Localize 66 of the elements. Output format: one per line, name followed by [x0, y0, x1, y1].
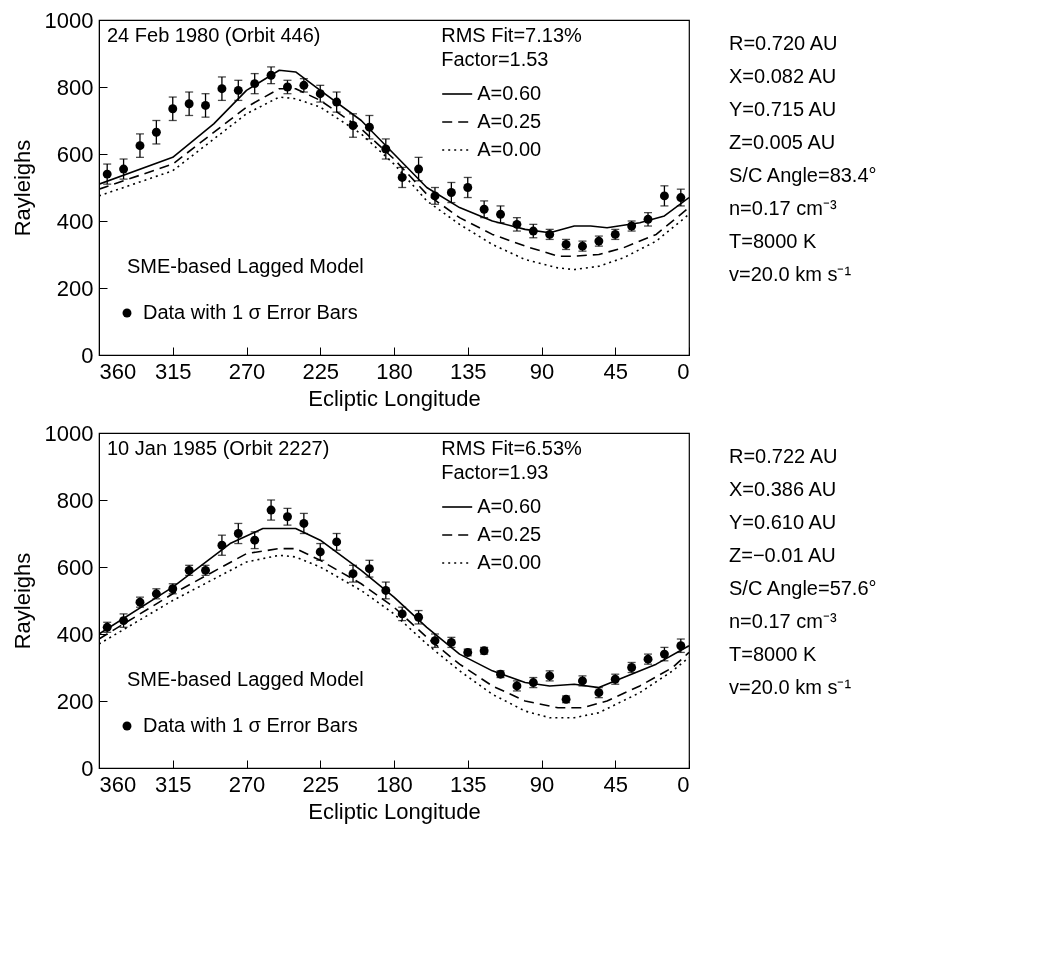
annotation: 10 Jan 1985 (Orbit 2227) [107, 437, 330, 459]
x-tick-label: 0 [677, 771, 690, 797]
x-tick-label: 225 [302, 771, 340, 797]
y-tick-label: 600 [56, 554, 94, 580]
legend-label: A=0.00 [477, 551, 542, 573]
text: n=0.17 cm⁻³ [729, 197, 837, 219]
text: Z=−0.01 AU [729, 544, 836, 566]
legend-label: A=0.60 [477, 82, 542, 104]
y-tick-label: 0 [81, 342, 94, 368]
text: v=20.0 km s⁻¹ [729, 676, 852, 698]
x-tick-label: 180 [376, 358, 413, 384]
x-tick-label: 270 [228, 358, 266, 384]
y-axis-title: Rayleighs [9, 139, 35, 237]
text: X=0.386 AU [729, 478, 837, 500]
x-tick-label: 45 [603, 358, 628, 384]
text: R=0.722 AU [729, 445, 838, 467]
x-tick-label: 90 [529, 358, 555, 384]
text: Z=0.005 AU [729, 131, 836, 153]
y-tick-label: 200 [56, 275, 94, 301]
x-tick-label: 135 [449, 358, 487, 384]
y-tick-label: 1000 [44, 420, 94, 446]
annotation: SME-based Lagged Model [127, 255, 364, 277]
x-tick-label: 0 [677, 358, 690, 384]
text: v=20.0 km s⁻¹ [729, 263, 852, 285]
text: T=8000 K [729, 643, 817, 665]
x-tick-label: 45 [603, 771, 628, 797]
annotation: RMS Fit=6.53% [441, 437, 583, 459]
y-tick-label: 800 [56, 74, 94, 100]
annotation: RMS Fit=7.13% [441, 24, 583, 46]
y-tick-label: 1000 [44, 7, 94, 33]
legend-label: A=0.60 [477, 495, 542, 517]
legend-label: Data with 1 σ Error Bars [143, 714, 358, 736]
text: Y=0.715 AU [729, 98, 837, 120]
legend-label: A=0.25 [477, 523, 542, 545]
x-tick-label: 315 [154, 771, 192, 797]
annotation: Factor=1.93 [441, 461, 549, 483]
annotation: Factor=1.53 [441, 48, 549, 70]
text: R=0.720 AU [729, 32, 838, 54]
x-tick-label: 360 [99, 358, 137, 384]
x-tick-label: 270 [228, 771, 266, 797]
x-tick-label: 315 [154, 358, 192, 384]
text: X=0.082 AU [729, 65, 837, 87]
y-tick-label: 400 [56, 208, 94, 234]
legend-label: Data with 1 σ Error Bars [143, 301, 358, 323]
x-tick-label: 360 [99, 771, 137, 797]
legend-label: A=0.00 [477, 138, 542, 160]
text: n=0.17 cm⁻³ [729, 610, 837, 632]
annotation: SME-based Lagged Model [127, 668, 364, 690]
annotation: 24 Feb 1980 (Orbit 446) [107, 24, 321, 46]
x-tick-label: 90 [529, 771, 555, 797]
y-tick-label: 800 [56, 487, 94, 513]
x-tick-label: 225 [302, 358, 340, 384]
y-axis-title: Rayleighs [9, 552, 35, 650]
text: Y=0.610 AU [729, 511, 837, 533]
y-tick-label: 600 [56, 141, 94, 167]
y-tick-label: 200 [56, 688, 94, 714]
x-tick-label: 180 [376, 771, 413, 797]
y-tick-label: 400 [56, 621, 94, 647]
x-tick-label: 135 [449, 771, 487, 797]
text: S/C Angle=83.4° [729, 164, 877, 186]
x-axis-title: Ecliptic Longitude [308, 385, 481, 411]
y-tick-label: 0 [81, 755, 94, 781]
x-axis-title: Ecliptic Longitude [308, 798, 481, 824]
text: T=8000 K [729, 230, 817, 252]
legend-label: A=0.25 [477, 110, 542, 132]
text: S/C Angle=57.6° [729, 577, 877, 599]
